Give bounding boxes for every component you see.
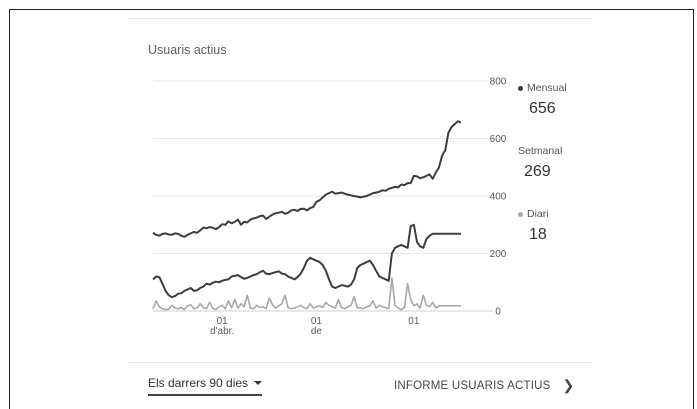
series-line-diari [152, 277, 461, 311]
legend-monthly: Mensual 656 [518, 82, 567, 118]
y-tick-label: 800 [490, 77, 507, 88]
chevron-right-icon: ❯ [562, 377, 575, 393]
y-tick-label: 0 [495, 307, 501, 318]
y-tick-label: 600 [490, 134, 507, 145]
date-range-label: Els darrers 90 dies [148, 376, 249, 390]
x-tick-label: 01 [311, 316, 323, 327]
caret-down-icon [254, 381, 263, 385]
legend-daily: Diari 18 [518, 208, 549, 244]
series-line-setmanal [152, 223, 461, 299]
y-tick-label: 400 [490, 192, 507, 203]
date-range-dropdown[interactable]: Els darrers 90 dies [148, 376, 263, 396]
x-tick-label: de [311, 326, 323, 337]
legend-weekly: Setmanal 269 [518, 145, 562, 181]
card-title: Usuaris actius [148, 43, 227, 57]
card-footer: Els darrers 90 dies INFORME USUARIS ACTI… [128, 362, 593, 403]
report-link-label: INFORME USUARIS ACTIUS [394, 379, 551, 392]
legend-dot-monthly [518, 85, 523, 91]
legend-value-monthly: 656 [529, 100, 556, 117]
legend-value-daily: 18 [529, 226, 547, 243]
legend-dot-daily [518, 211, 523, 217]
x-tick-label: 01 [217, 316, 229, 327]
x-tick-label: 01 [408, 316, 420, 327]
legend-label-weekly: Setmanal [518, 145, 563, 157]
x-tick-label: d'abr. [210, 326, 234, 337]
active-users-card: Usuaris actius 0 200 400 600 800 01 d'abr. 01 de… [128, 18, 593, 402]
series-line-mensual [152, 120, 462, 238]
window-frame [9, 9, 694, 409]
legend-value-weekly: 269 [524, 163, 551, 180]
legend-label-daily: Diari [527, 208, 549, 220]
active-users-report-link[interactable]: INFORME USUARIS ACTIUS ❯ [394, 377, 574, 394]
y-tick-label: 200 [490, 249, 507, 260]
legend-label-monthly: Mensual [527, 82, 567, 94]
